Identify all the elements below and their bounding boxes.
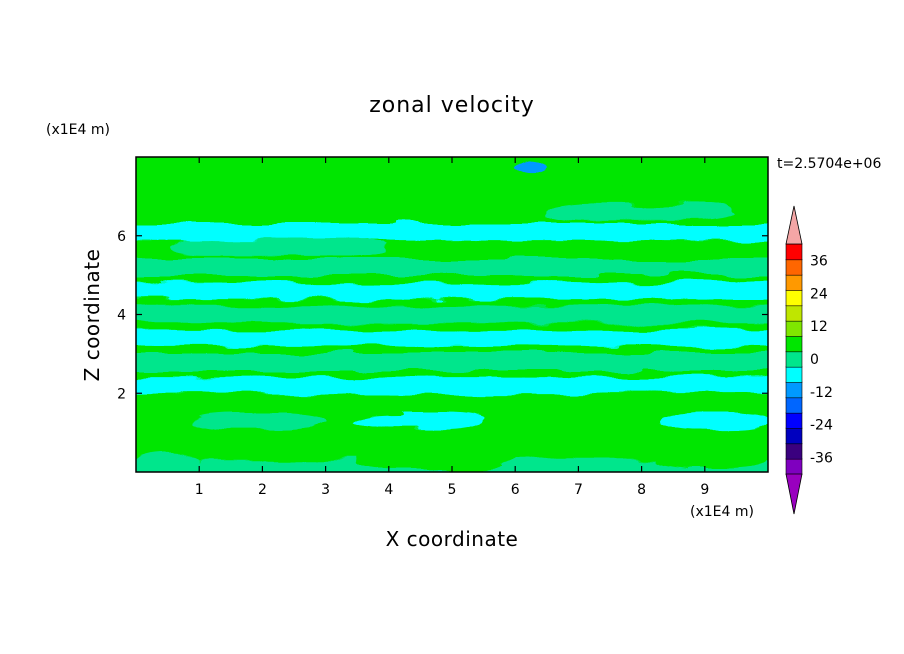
contour-band-20 <box>515 158 547 176</box>
x-tick-label: 8 <box>637 482 646 498</box>
colorbar-segment <box>785 458 803 475</box>
y-axis-label: Z coordinate <box>80 249 104 382</box>
x-tick-label: 1 <box>195 482 204 498</box>
colorbar-over-triangle <box>785 205 803 245</box>
contour-band-8 <box>136 377 768 394</box>
colorbar-segment <box>785 335 803 353</box>
x-units-label: (x1E4 m) <box>690 504 754 520</box>
colorbar-segment <box>785 243 803 261</box>
colorbar-segment <box>785 381 803 399</box>
contour-band-2 <box>357 451 516 469</box>
contour-band-6 <box>521 412 598 430</box>
contour-band-4 <box>192 412 326 430</box>
colorbar-segment <box>785 427 803 445</box>
x-tick-label: 6 <box>511 482 520 498</box>
y-tick-label: 4 <box>117 308 126 324</box>
colorbar-segment <box>785 412 803 429</box>
x-tick-label: 5 <box>448 482 457 498</box>
x-tick-label: 2 <box>258 482 267 498</box>
contour-band-12 <box>136 282 768 300</box>
y-axis-ticks: 2 4 6 <box>117 229 768 402</box>
colorbar-segment <box>785 274 803 291</box>
contour-band-17 <box>546 203 737 221</box>
x-tick-label: 3 <box>321 482 330 498</box>
contour-band-19 <box>167 168 339 185</box>
contour-band-1 <box>136 451 200 469</box>
contour-band-11 <box>136 306 768 323</box>
x-axis-label: X coordinate <box>386 527 519 551</box>
contour-band-13 <box>136 258 768 276</box>
contour-band-9 <box>136 353 768 371</box>
contour-band-10 <box>136 329 768 347</box>
contour-band-18 <box>388 184 642 201</box>
y-tick-label: 6 <box>117 229 126 245</box>
colorbar-under-triangle <box>785 473 803 515</box>
colorbar-segment <box>785 366 803 383</box>
colorbar-segment <box>785 443 803 460</box>
contour-band-7 <box>660 412 768 430</box>
x-axis-ticks: 1 2 3 4 5 6 7 8 9 <box>195 157 709 498</box>
time-label: t=2.5704e+06 <box>777 156 881 172</box>
colorbar-tick-label: 24 <box>810 286 828 302</box>
colorbar-tick-label: -12 <box>810 385 833 401</box>
plot-area <box>136 157 768 472</box>
contour-band-14 <box>167 239 389 256</box>
contour-band-15 <box>136 223 768 241</box>
colorbar-segment <box>785 305 803 322</box>
colorbar-tick-label: 0 <box>810 352 819 368</box>
colorbar-tick-label: 12 <box>810 319 828 335</box>
colorbar-segment <box>785 289 803 307</box>
colorbar-segment <box>785 351 803 368</box>
x-tick-label: 4 <box>384 482 393 498</box>
contour-band-3 <box>654 451 768 469</box>
contour-bands <box>136 158 768 472</box>
colorbar-tick-label: -24 <box>810 418 833 434</box>
chart-title: zonal velocity <box>369 93 535 118</box>
contour-band-5 <box>357 412 484 430</box>
y-units-label: (x1E4 m) <box>46 122 110 138</box>
y-tick-label: 2 <box>117 386 126 402</box>
colorbar-tick-label: -36 <box>810 451 833 467</box>
colorbar-tick-label: 36 <box>810 253 828 269</box>
colorbar-segment <box>785 320 803 337</box>
x-tick-label: 9 <box>700 482 709 498</box>
x-tick-label: 7 <box>574 482 583 498</box>
colorbar-segment <box>785 259 803 276</box>
contour-band-16 <box>136 203 358 221</box>
colorbar: 36 24 12 0 -12 -24 -36 <box>785 205 833 515</box>
colorbar-segment <box>785 397 803 414</box>
